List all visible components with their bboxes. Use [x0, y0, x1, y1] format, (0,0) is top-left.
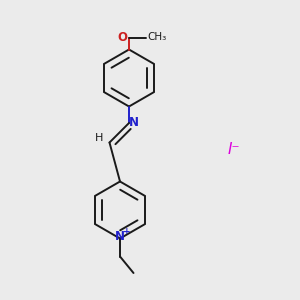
Text: N: N [128, 116, 139, 130]
Text: O: O [118, 31, 128, 44]
Text: CH₃: CH₃ [147, 32, 166, 43]
Text: N: N [115, 230, 125, 244]
Text: +: + [123, 227, 130, 236]
Text: H: H [95, 133, 103, 143]
Text: I⁻: I⁻ [228, 142, 240, 158]
